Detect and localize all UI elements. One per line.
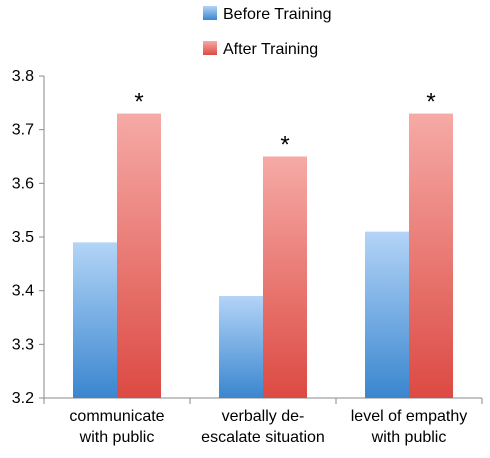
category-labels: communicate with public verbally de-escala…: [69, 408, 467, 446]
significance-markers: * * *: [134, 89, 435, 159]
x-category-label: with public: [79, 429, 155, 446]
y-tick-label: 3.3: [12, 336, 34, 353]
significance-star: *: [426, 89, 435, 116]
bar-after-1: [117, 113, 161, 399]
bar-before-3: [365, 231, 409, 398]
legend-swatch-1: [203, 6, 217, 20]
x-category-label: verbally de-: [222, 408, 305, 425]
x-category-label: communicate: [69, 408, 164, 425]
x-category-label: escalate situation: [201, 429, 325, 446]
bar-after-2: [263, 156, 307, 398]
y-tick-label: 3.7: [12, 122, 34, 139]
y-tick-label: 3.8: [12, 68, 34, 85]
legend-label-2: After Training: [223, 41, 318, 58]
significance-star: *: [280, 132, 289, 159]
y-tick-label: 3.6: [12, 175, 34, 192]
bar-before-2: [219, 296, 263, 398]
legend-label-1: Before Training: [223, 6, 332, 23]
bar-after-3: [409, 113, 453, 399]
y-tick-label: 3.2: [12, 390, 34, 407]
bars: [73, 113, 453, 399]
x-category-label: level of empathy: [351, 408, 468, 425]
y-tick-label: 3.5: [12, 229, 34, 246]
y-tick-label: 3.4: [12, 283, 34, 300]
bar-before-1: [73, 242, 117, 398]
significance-star: *: [134, 89, 143, 116]
x-category-label: with public: [371, 429, 447, 446]
legend: Before Training After Training: [203, 6, 332, 58]
legend-swatch-2: [203, 41, 217, 55]
